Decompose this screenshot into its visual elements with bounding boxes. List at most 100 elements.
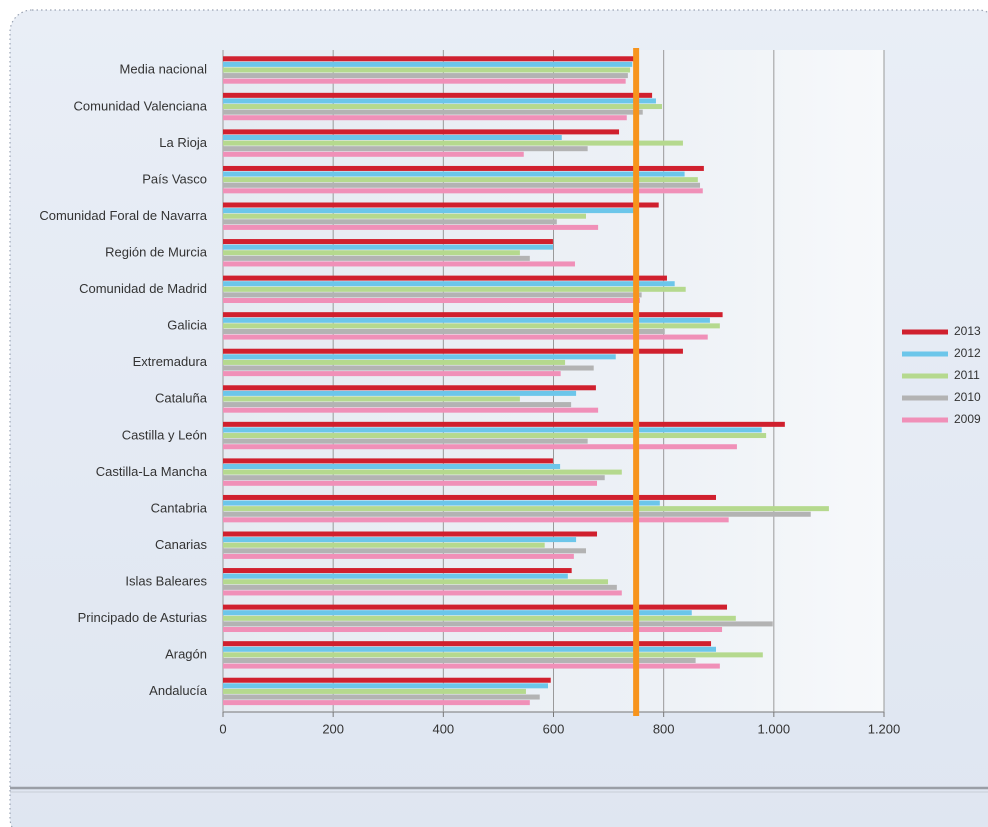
y-tick-label: Andalucía <box>149 683 208 698</box>
x-tick-label: 200 <box>322 721 344 736</box>
legend-label: 2011 <box>954 368 980 382</box>
x-tick-label: 800 <box>653 721 675 736</box>
y-tick-label: Galicia <box>167 318 208 333</box>
bar <box>223 140 683 146</box>
bar <box>223 677 551 683</box>
bar <box>223 663 720 669</box>
bar <box>223 244 553 250</box>
bar <box>223 298 640 304</box>
bar <box>223 402 572 408</box>
bar <box>223 694 540 700</box>
bar <box>223 67 631 73</box>
bar <box>223 323 720 329</box>
y-tick-label: Islas Baleares <box>125 573 207 588</box>
y-tick-label: Comunidad Foral de Navarra <box>39 208 207 223</box>
x-tick-label: 600 <box>543 721 565 736</box>
bar <box>223 683 548 689</box>
y-tick-label: La Rioja <box>159 135 207 150</box>
bar <box>223 427 762 433</box>
bar <box>223 657 696 663</box>
bar <box>223 641 712 647</box>
bar <box>223 517 729 523</box>
bar <box>223 480 598 486</box>
bar <box>223 92 653 98</box>
bar <box>223 548 586 554</box>
bar <box>223 104 663 110</box>
bar <box>223 239 553 245</box>
bar <box>223 573 568 579</box>
bar <box>223 177 698 183</box>
bar <box>223 354 616 360</box>
bar <box>223 275 667 281</box>
bar <box>223 317 710 323</box>
bar <box>223 646 716 652</box>
bar <box>223 469 622 475</box>
bar <box>223 615 736 621</box>
bar <box>223 182 701 188</box>
y-tick-label: Principado de Asturias <box>78 610 208 625</box>
bar <box>223 371 561 377</box>
bar <box>223 78 626 84</box>
bar <box>223 129 620 135</box>
legend-label: 2010 <box>954 390 981 404</box>
bar <box>223 458 553 464</box>
y-tick-label: Castilla y León <box>122 427 207 442</box>
y-tick-label: País Vasco <box>142 171 207 186</box>
bar <box>223 568 572 574</box>
bar <box>223 500 660 506</box>
bar <box>223 627 723 633</box>
bar <box>223 553 574 559</box>
bar <box>223 390 577 396</box>
bar <box>223 407 599 413</box>
bar <box>223 531 598 537</box>
y-tick-label: Canarias <box>155 537 208 552</box>
legend-swatch <box>902 395 948 401</box>
legend-label: 2009 <box>954 412 981 426</box>
bar <box>223 511 811 517</box>
x-tick-label: 1.200 <box>868 721 901 736</box>
bar <box>223 604 728 610</box>
x-tick-label: 400 <box>432 721 454 736</box>
bar <box>223 261 575 267</box>
bar <box>223 151 524 157</box>
bar <box>223 700 530 706</box>
bar <box>223 146 588 152</box>
bar <box>223 348 683 354</box>
y-tick-label: Cantabria <box>151 500 208 515</box>
y-tick-label: Aragón <box>165 647 207 662</box>
bar <box>223 134 562 140</box>
bar <box>223 584 617 590</box>
bar <box>223 56 635 62</box>
bar <box>223 542 545 548</box>
legend-swatch <box>902 329 948 335</box>
bar <box>223 61 633 67</box>
legend-swatch <box>902 351 948 357</box>
bar <box>223 250 520 256</box>
bar <box>223 171 685 177</box>
bar <box>223 365 594 371</box>
y-tick-label: Comunidad Valenciana <box>74 98 208 113</box>
bar <box>223 115 627 121</box>
bar <box>223 281 675 287</box>
legend-label: 2013 <box>954 324 981 338</box>
y-tick-label: Cataluña <box>155 391 208 406</box>
x-tick-label: 1.000 <box>758 721 791 736</box>
bar <box>223 463 561 469</box>
y-tick-label: Castilla-La Mancha <box>96 464 208 479</box>
bar <box>223 444 737 450</box>
bar <box>223 328 665 334</box>
bar <box>223 109 643 115</box>
bar <box>223 286 686 292</box>
bar <box>223 208 634 214</box>
bar <box>223 202 659 208</box>
legend-swatch <box>902 417 948 423</box>
y-tick-label: Extremadura <box>133 354 208 369</box>
bar <box>223 396 520 402</box>
bar <box>223 610 692 616</box>
bar <box>223 73 628 79</box>
legend-label: 2012 <box>954 346 981 360</box>
bar <box>223 219 557 225</box>
bar <box>223 292 642 298</box>
bar <box>223 255 530 261</box>
